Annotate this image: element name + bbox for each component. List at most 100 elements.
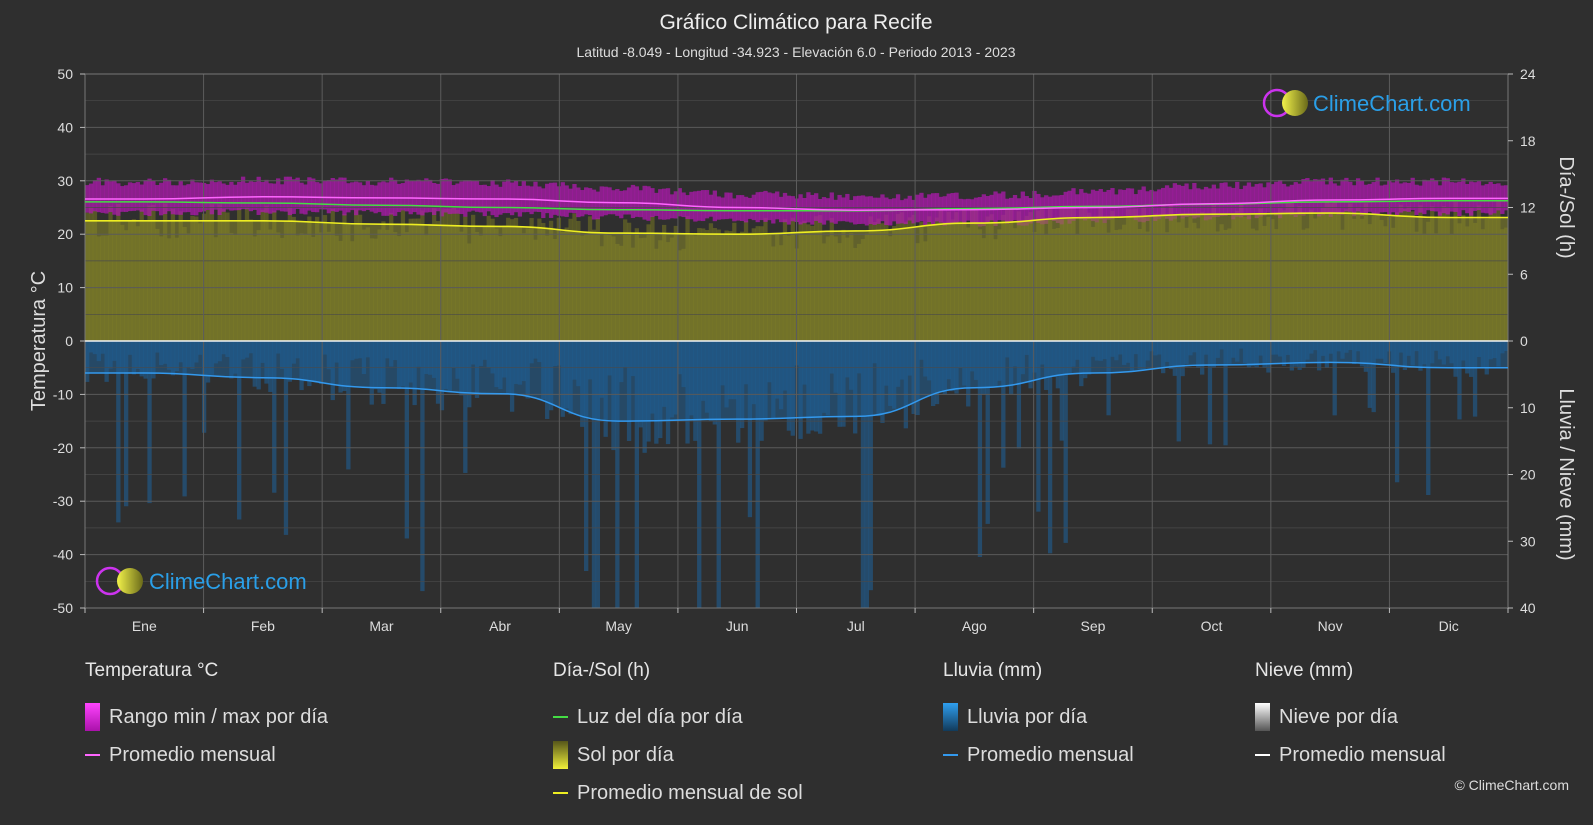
rain-day-bar (147, 341, 152, 504)
line-swatch-icon (553, 792, 568, 794)
rain-day-bar (985, 341, 990, 524)
temp-range-day-bar (814, 193, 819, 221)
legend-item: Sol por día (553, 736, 803, 774)
left-tick-label: 10 (57, 280, 73, 296)
temp-range-day-bar (607, 187, 612, 215)
temp-range-day-bar (416, 179, 421, 215)
temp-range-day-bar (252, 181, 257, 210)
temp-range-day-bar (357, 182, 363, 211)
temp-range-day-bar (287, 176, 293, 216)
legend-item: Promedio mensual (85, 736, 328, 774)
temp-range-day-bar (732, 198, 737, 222)
right-tick-label: 24 (1520, 66, 1536, 82)
daylight-line (85, 200, 1508, 212)
temp-range-day-bar (1235, 181, 1240, 217)
rain-day-bar (1332, 341, 1337, 416)
temp-range-day-bar (1496, 183, 1501, 211)
logo-text: ClimeChart.com (149, 569, 307, 594)
left-tick-label: 20 (57, 226, 73, 242)
temp-range-day-bar (884, 197, 889, 226)
month-tick-label: May (605, 618, 631, 634)
rain-day-bar (1371, 341, 1376, 413)
rain-day-bar (1106, 341, 1111, 416)
temp-range-day-bar (833, 199, 838, 224)
temp-range-day-bar (888, 199, 893, 226)
right-tick-label: 20 (1520, 467, 1536, 483)
temp-range-day-bar (603, 186, 608, 216)
temp-range-day-bar (1426, 180, 1431, 211)
temp-range-day-bar (1122, 189, 1127, 218)
temp-range-day-bar (1098, 189, 1103, 220)
temp-range-day-bar (895, 194, 901, 224)
temp-range-day-bar (127, 182, 133, 212)
legend-group-sun: Día-/Sol (h) Luz del día por día Sol por… (553, 660, 803, 812)
month-tick-label: Sep (1080, 618, 1105, 634)
temp-range-day-bar (1227, 186, 1232, 215)
left-tick-label: -40 (53, 547, 73, 563)
rain-day-bar (1207, 341, 1213, 445)
temp-range-day-bar (1414, 184, 1419, 215)
month-tick-label: Mar (369, 618, 393, 634)
temp-range-day-bar (716, 196, 721, 220)
temp-range-day-bar (166, 179, 172, 212)
right-tick-label: 6 (1520, 266, 1528, 282)
temp-range-day-bar (131, 183, 137, 211)
temp-range-day-bar (778, 196, 784, 223)
temp-range-day-bar (1254, 184, 1259, 219)
legend-label: Rango min / max por día (109, 705, 328, 728)
legend-item: Nieve por día (1255, 698, 1446, 736)
temp-range-day-bar (1476, 181, 1482, 211)
temp-range-day-bar (1005, 198, 1010, 224)
right-tick-label: 30 (1520, 533, 1536, 549)
temp-range-day-bar (1410, 177, 1415, 211)
temp-range-day-bar (619, 190, 624, 219)
temp-range-day-bar (334, 179, 339, 212)
temp-range-day-bar (443, 178, 448, 213)
legend-item: Promedio mensual (943, 736, 1134, 774)
temp-range-day-bar (412, 180, 417, 213)
temp-range-day-bar (1301, 179, 1306, 216)
y-axis-label-left: Temperatura °C (28, 271, 50, 411)
legend-item: Rango min / max por día (85, 698, 328, 736)
rain-day-bar (1394, 341, 1400, 483)
rain-day-bar (584, 341, 589, 571)
rain-day-bar (123, 341, 129, 507)
temp-range-day-bar (435, 183, 441, 212)
month-tick-label: Abr (489, 618, 511, 634)
temp-range-day-bar (1125, 188, 1131, 218)
temp-range-day-bar (268, 183, 273, 214)
right-tick-label: 18 (1520, 133, 1536, 149)
temp-range-day-bar (96, 177, 101, 213)
sun-mean-line (85, 212, 1508, 236)
temp-range-day-bar (1055, 195, 1061, 224)
temp-range-day-bar (1172, 183, 1178, 219)
legend-label: Promedio mensual de sol (577, 781, 803, 804)
temp-mean-line (85, 196, 1508, 211)
temp-range-day-bar (1110, 188, 1115, 219)
temp-range-day-bar (1406, 182, 1411, 212)
month-tick-label: Ene (132, 618, 157, 634)
temp-range-day-bar (911, 199, 916, 224)
month-tick-label: Dic (1439, 618, 1459, 634)
left-tick-label: -10 (53, 386, 73, 402)
temp-range-day-bar (634, 186, 640, 217)
left-tick-label: 50 (57, 66, 73, 82)
temp-range-day-bar (1453, 182, 1458, 212)
legend-item: Luz del día por día (553, 698, 803, 736)
temp-range-day-bar (373, 185, 378, 214)
temp-range-day-bar (256, 176, 261, 215)
temp-range-day-bar (470, 180, 476, 211)
temp-range-day-bar (217, 181, 222, 216)
right-tick-label: 0 (1520, 333, 1528, 349)
temp-range-day-bar (147, 178, 152, 216)
temp-range-day-bar (143, 180, 148, 216)
temp-range-day-bar (1398, 183, 1404, 213)
temp-range-day-bar (630, 184, 636, 219)
chart-title: Gráfico Climático para Recife (659, 11, 932, 34)
temp-range-day-bar (1340, 179, 1345, 215)
rain-day-bar (116, 341, 121, 523)
month-tick-label: Jul (847, 618, 865, 634)
temp-range-day-bar (969, 199, 975, 225)
legend-group-rain: Lluvia (mm) Lluvia por día Promedio mens… (943, 660, 1134, 774)
legend: Temperatura °C Rango min / max por día P… (0, 660, 1593, 825)
